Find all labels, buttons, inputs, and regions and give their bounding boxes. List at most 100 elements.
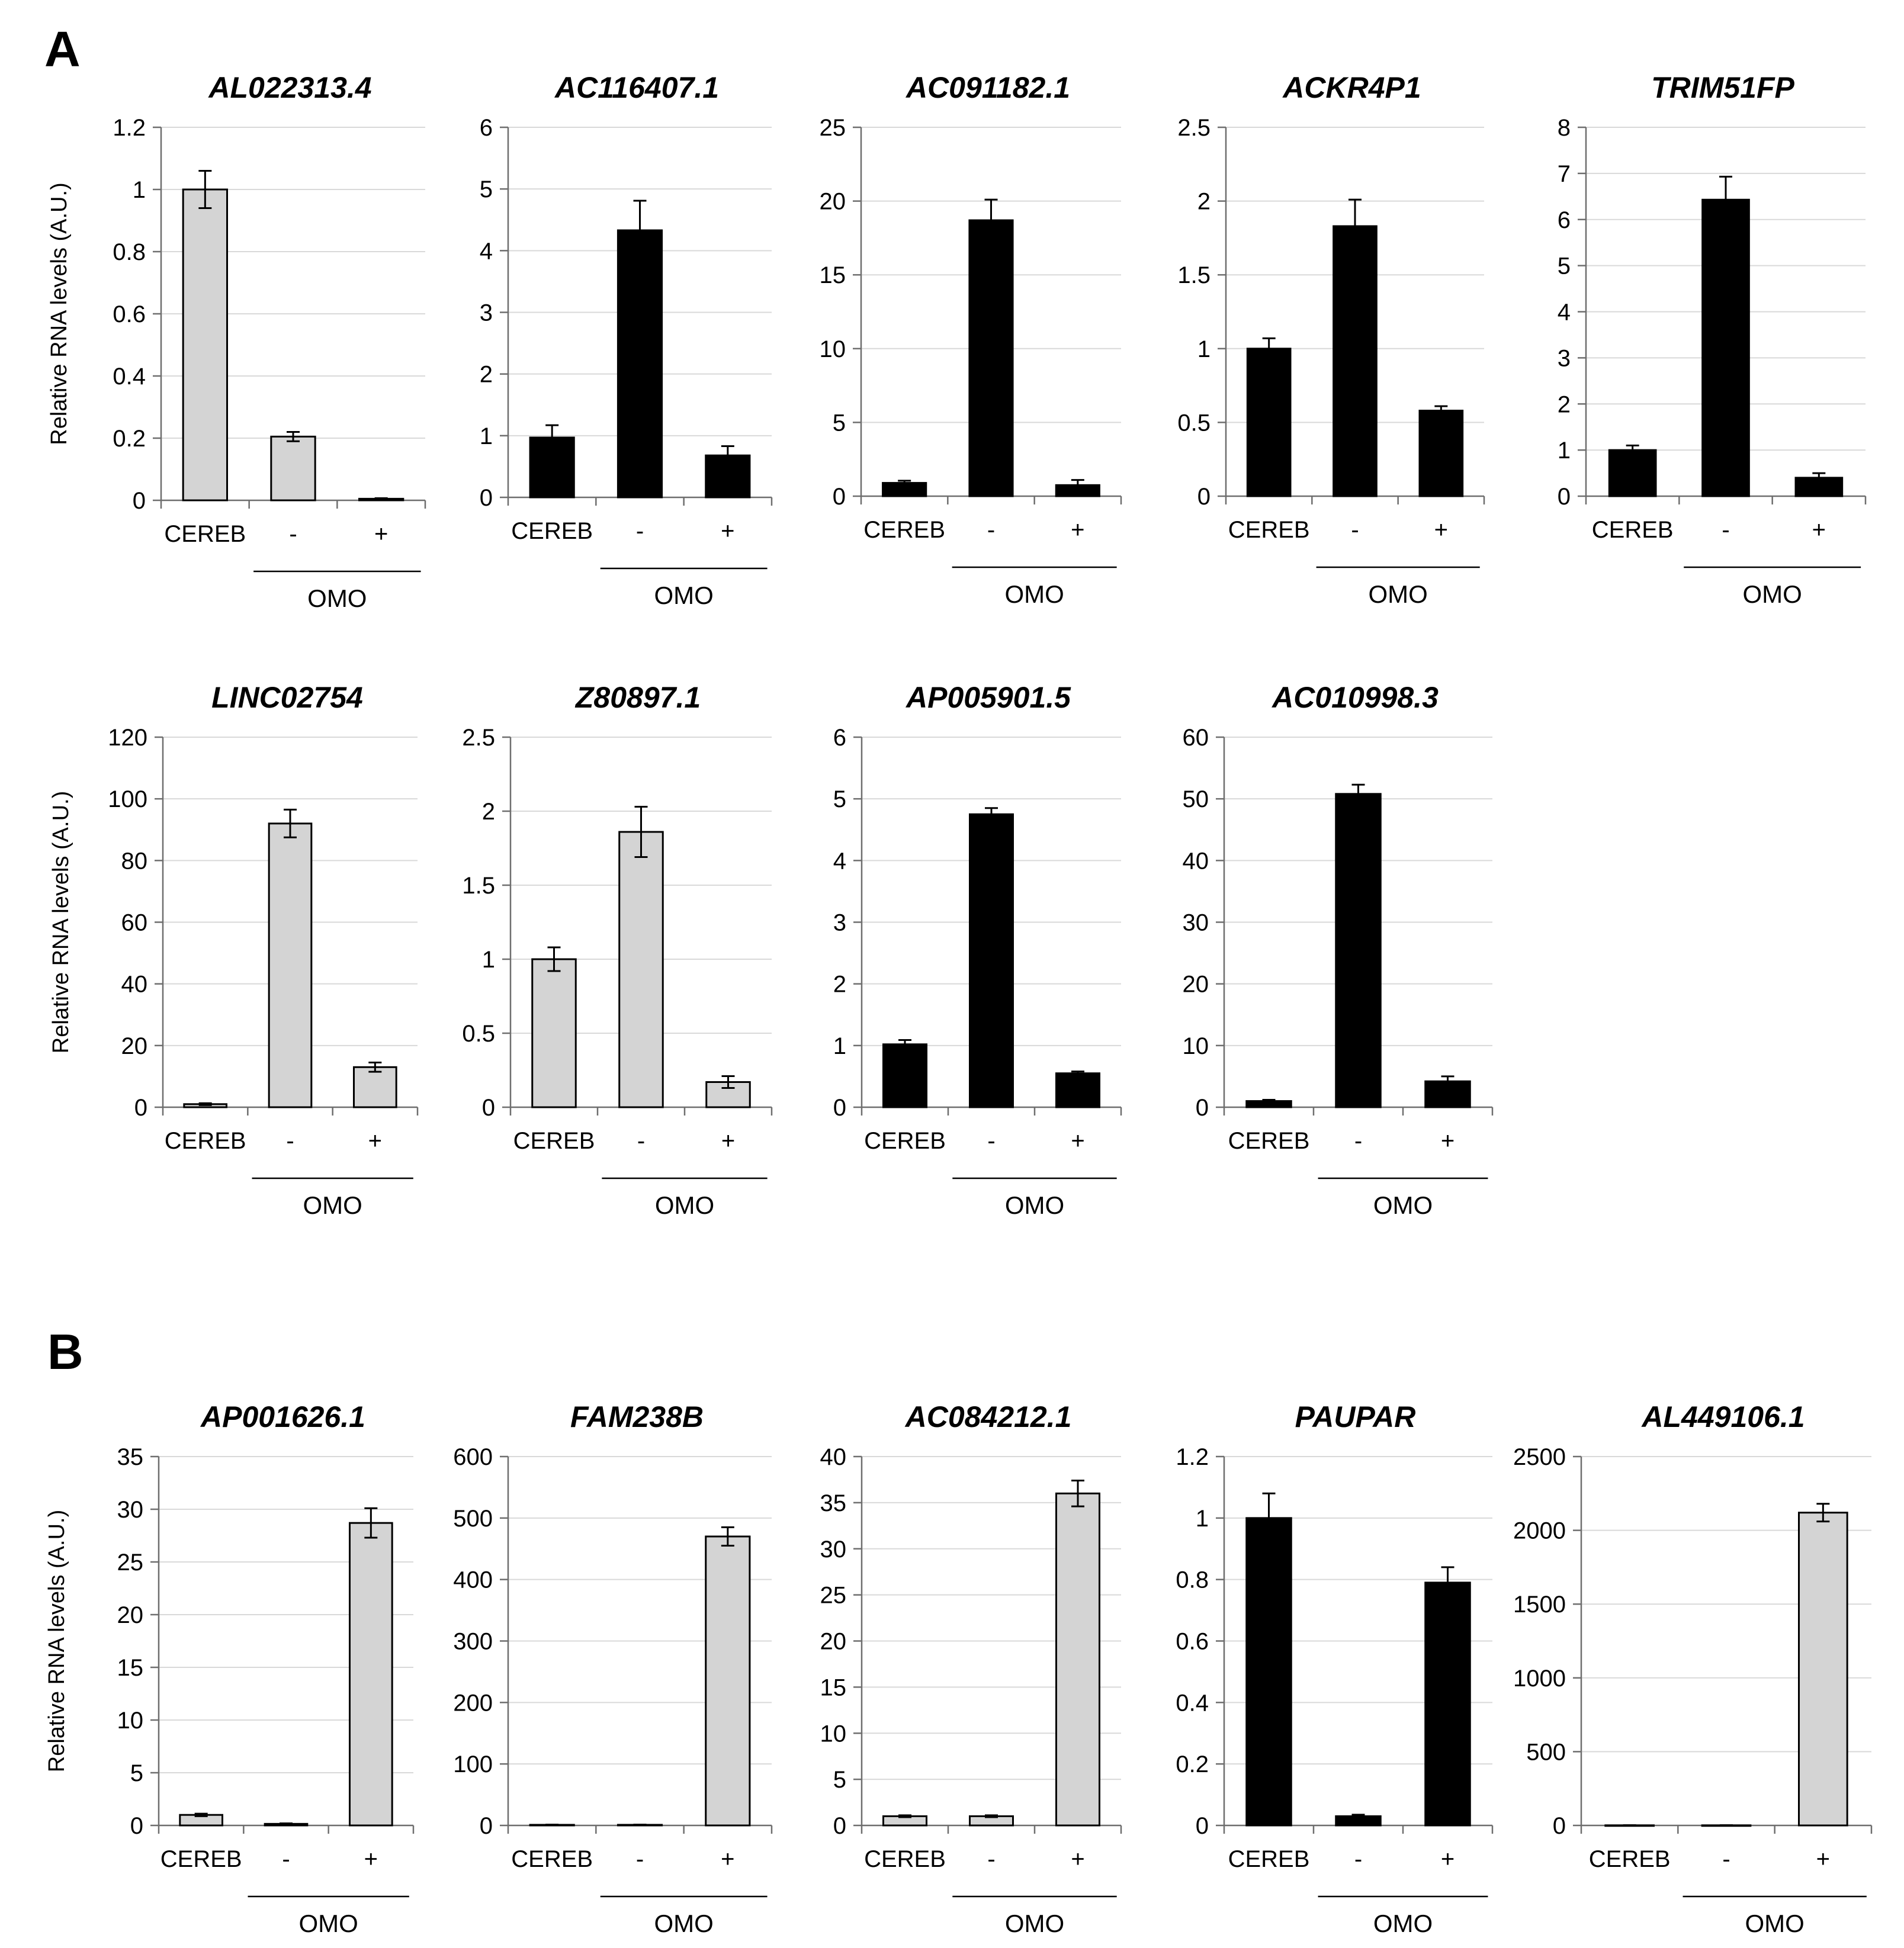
y-tick-label: 30	[1183, 910, 1209, 936]
group-label: OMO	[1005, 580, 1064, 608]
y-tick-label: 1000	[1513, 1666, 1566, 1692]
chart-title: FAM238B	[570, 1400, 704, 1433]
chart-title: TRIM51FP	[1651, 71, 1794, 104]
y-tick-label: 600	[453, 1444, 493, 1470]
bar	[1798, 1512, 1848, 1827]
chart-title: AC084212.1	[904, 1400, 1072, 1433]
y-tick-label: 2000	[1513, 1518, 1566, 1544]
chart-title: LINC02754	[211, 681, 363, 714]
x-category-label: +	[1816, 1846, 1830, 1872]
y-tick-label: 100	[108, 786, 147, 812]
y-tick-label: 20	[117, 1602, 144, 1628]
y-tick-label: 1	[482, 947, 495, 973]
chart-title: AL449106.1	[1640, 1400, 1805, 1433]
y-tick-label: 35	[117, 1444, 144, 1470]
y-tick-label: 25	[117, 1550, 144, 1576]
x-category-label: -	[987, 517, 995, 543]
y-tick-label: 3	[833, 910, 846, 936]
bar	[349, 1522, 393, 1827]
y-tick-label: 40	[1183, 848, 1209, 874]
bar	[1608, 449, 1657, 497]
group-label: OMO	[1005, 1910, 1064, 1937]
bar	[1335, 793, 1382, 1108]
x-category-label: +	[721, 1128, 735, 1154]
y-tick-label: 60	[121, 910, 148, 936]
bar	[268, 822, 313, 1108]
bar	[705, 1535, 751, 1827]
y-tick-label: 2	[1558, 391, 1571, 417]
y-tick-label: 0.6	[1176, 1629, 1209, 1655]
bar	[270, 435, 316, 502]
y-tick-label: 25	[820, 1583, 847, 1609]
x-category-label: CEREB	[864, 1846, 946, 1872]
y-tick-label: 0.4	[1176, 1690, 1209, 1716]
x-category-label: CEREB	[1228, 1128, 1310, 1154]
chart-ac116407-1: AC116407.1 0 1 2 3 4 5 6 CEREB - + OMO	[480, 71, 773, 609]
chart-z80897-1: Z80897.1 0 0.5 1 1.5 2 2.5 CEREB - + OMO	[462, 681, 773, 1219]
x-category-label: +	[1071, 517, 1084, 543]
y-tick-label: 2	[482, 799, 495, 825]
x-category-label: CEREB	[164, 521, 246, 547]
x-category-label: +	[1441, 1846, 1455, 1872]
y-tick-label: 5	[480, 176, 493, 202]
group-label: OMO	[1373, 1910, 1433, 1937]
group-label: OMO	[655, 1191, 714, 1219]
x-category-label: -	[286, 1128, 294, 1154]
y-tick-label: 0.6	[113, 301, 146, 327]
y-tick-label: 5	[833, 786, 846, 812]
x-category-label: CEREB	[863, 517, 945, 543]
y-tick-label: 20	[820, 1629, 847, 1655]
y-tick-label: 1.5	[462, 873, 495, 899]
chart-linc02754: LINC02754 0 20 40 60 80 100 120 CEREB - + OMO Relati…	[49, 681, 419, 1219]
x-category-label: -	[636, 518, 644, 544]
y-tick-label: 2500	[1513, 1444, 1566, 1470]
y-tick-label: 4	[1558, 300, 1571, 326]
y-tick-label: 500	[453, 1506, 493, 1532]
y-tick-label: 7	[1558, 161, 1571, 187]
y-tick-label: 0	[1197, 484, 1211, 510]
y-tick-label: 10	[820, 336, 846, 362]
x-category-label: CEREB	[165, 1128, 246, 1154]
chart-ac010998-3: AC010998.3 0 10 20 30 40 50 60 CEREB - + OMO	[1183, 681, 1494, 1219]
y-tick-label: 3	[480, 300, 493, 326]
group-label: OMO	[1743, 580, 1802, 608]
chart-title: AC091182.1	[905, 71, 1070, 104]
group-label: OMO	[1005, 1191, 1064, 1219]
y-tick-label: 200	[453, 1690, 493, 1716]
y-tick-label: 0	[482, 1095, 495, 1121]
x-category-label: -	[987, 1846, 995, 1872]
chart-title: AP001626.1	[200, 1400, 365, 1433]
bar	[531, 958, 577, 1108]
chart-ac084212-1: AC084212.1 0 5 10 15 20 25 30 35 40 CEREB - + OMO	[820, 1400, 1122, 1937]
x-category-label: -	[282, 1846, 290, 1872]
y-tick-label: 50	[1183, 786, 1209, 812]
x-category-label: -	[1351, 517, 1359, 543]
y-tick-label: 20	[820, 189, 846, 215]
x-category-label: CEREB	[864, 1128, 946, 1154]
bar	[617, 229, 663, 499]
y-tick-label: 40	[820, 1444, 847, 1470]
y-tick-label: 60	[1183, 725, 1209, 751]
y-tick-label: 80	[121, 848, 148, 874]
x-category-label: CEREB	[511, 518, 593, 544]
x-category-label: CEREB	[160, 1846, 242, 1872]
y-tick-label: 0	[833, 1813, 846, 1839]
y-tick-label: 0	[833, 1095, 846, 1121]
y-tick-label: 5	[1558, 253, 1571, 279]
y-tick-label: 3	[1558, 345, 1571, 371]
y-tick-label: 5	[130, 1760, 143, 1786]
y-tick-label: 15	[117, 1655, 144, 1681]
y-tick-label: 2	[1197, 189, 1211, 215]
bar	[353, 1066, 397, 1108]
x-category-label: +	[1812, 517, 1826, 543]
y-tick-label: 0.2	[1176, 1751, 1209, 1777]
y-tick-label: 1	[1196, 1506, 1209, 1532]
chart-al022313-4: AL022313.4 0 0.2 0.4 0.6 0.8 1 1.2 CEREB - + OMO Rel…	[47, 71, 426, 612]
y-tick-label: 500	[1526, 1739, 1566, 1765]
y-tick-label: 5	[833, 1767, 846, 1793]
y-tick-label: 30	[820, 1536, 847, 1563]
chart-title: AP005901.5	[905, 681, 1071, 714]
group-label: OMO	[303, 1191, 362, 1219]
y-axis-label: Relative RNA levels (A.U.)	[47, 182, 72, 445]
bar	[1055, 1492, 1100, 1827]
